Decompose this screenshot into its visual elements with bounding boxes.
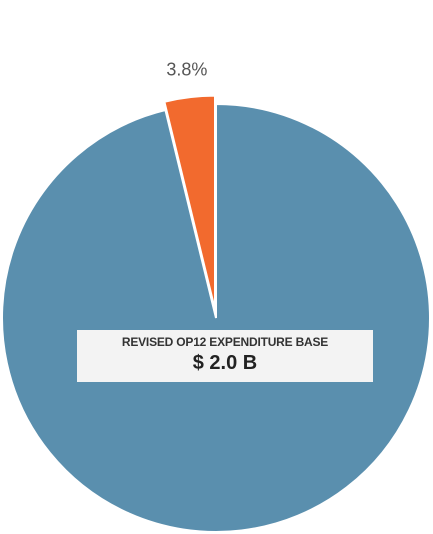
center-label-box: REVISED OP12 EXPENDITURE BASE $ 2.0 B <box>77 330 373 382</box>
center-label-value: $ 2.0 B <box>192 352 258 374</box>
slice-labels: 3.8% <box>166 59 207 79</box>
pie-slice-exploded <box>163 94 216 310</box>
center-label-title: REVISED OP12 EXPENDITURE BASE <box>121 335 329 349</box>
pie-slices <box>1 94 431 533</box>
slice-label: 3.8% <box>166 59 207 79</box>
pie-slice-main <box>1 102 431 533</box>
